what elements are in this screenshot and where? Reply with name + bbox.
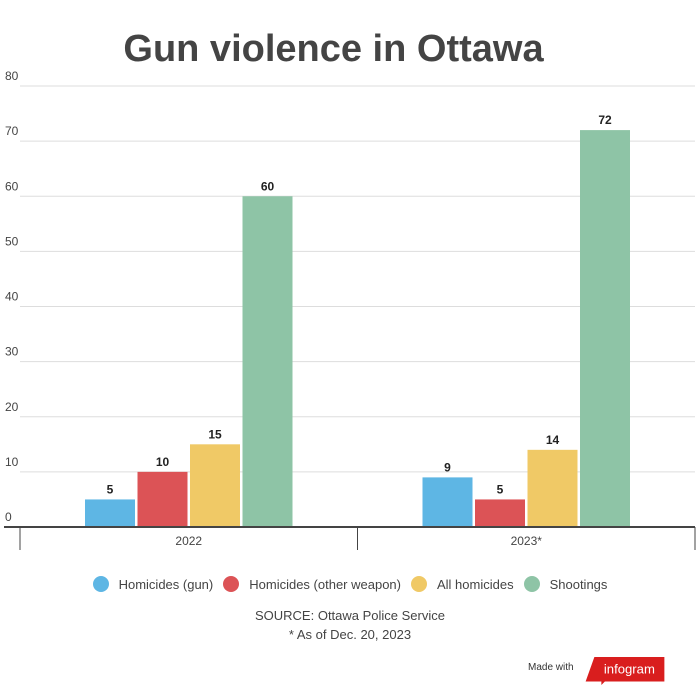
made-with-text: Made with xyxy=(528,662,574,673)
legend-item[interactable]: Homicides (gun) xyxy=(92,576,214,592)
bar[interactable] xyxy=(475,499,525,527)
data-label: 14 xyxy=(546,433,560,447)
bar[interactable] xyxy=(580,130,630,527)
legend-item[interactable]: All homicides xyxy=(410,576,514,592)
bar[interactable] xyxy=(190,444,240,527)
legend-label: Shootings xyxy=(549,576,608,592)
legend-swatch xyxy=(223,576,240,592)
bar[interactable] xyxy=(85,499,135,527)
legend-item[interactable]: Shootings xyxy=(523,576,608,592)
x-tick-label: 2022 xyxy=(175,534,202,548)
y-tick-label: 10 xyxy=(5,455,19,469)
bar[interactable] xyxy=(137,471,188,527)
legend-label: All homicides xyxy=(436,576,514,592)
svg-text:infogram: infogram xyxy=(604,662,655,677)
y-tick-label: 80 xyxy=(5,69,19,83)
legend-swatch xyxy=(523,576,540,592)
y-tick-label: 50 xyxy=(5,234,19,248)
legend-item[interactable]: Homicides (other weapon) xyxy=(223,576,401,592)
data-label: 72 xyxy=(598,113,612,127)
chart-title: Gun violence in Ottawa xyxy=(123,28,544,70)
legend-swatch xyxy=(92,576,109,592)
y-tick-label: 70 xyxy=(5,124,19,138)
data-label: 10 xyxy=(156,455,170,469)
y-tick-label: 20 xyxy=(5,400,19,414)
source-text: SOURCE: Ottawa Police Service xyxy=(254,608,445,623)
y-tick-label: 30 xyxy=(5,345,19,359)
infogram-logo[interactable]: infogram xyxy=(580,657,670,685)
data-label: 5 xyxy=(107,482,114,496)
legend-label: Homicides (other weapon) xyxy=(249,576,401,592)
x-tick-label: 2023* xyxy=(511,534,543,548)
y-tick-label: 0 xyxy=(5,510,12,524)
legend-label: Homicides (gun) xyxy=(118,576,214,592)
y-tick-label: 60 xyxy=(5,179,19,193)
legend: Homicides (gun) Homicides (other weapon)… xyxy=(0,576,700,592)
y-tick-label: 40 xyxy=(5,290,19,304)
legend-swatch xyxy=(410,576,427,592)
data-label: 5 xyxy=(497,482,504,496)
bar[interactable] xyxy=(242,196,293,527)
bar-chart: 0 10 20 30 40 50 60 70 80 5 10 15 60 2022 9 5 14 72 2023* xyxy=(4,69,696,550)
data-label: 15 xyxy=(208,427,222,441)
data-label: 60 xyxy=(261,179,275,193)
bar[interactable] xyxy=(527,449,578,527)
footnote: * As of Dec. 20, 2023 xyxy=(288,627,412,642)
data-label: 9 xyxy=(444,460,451,474)
bar[interactable] xyxy=(422,477,473,527)
